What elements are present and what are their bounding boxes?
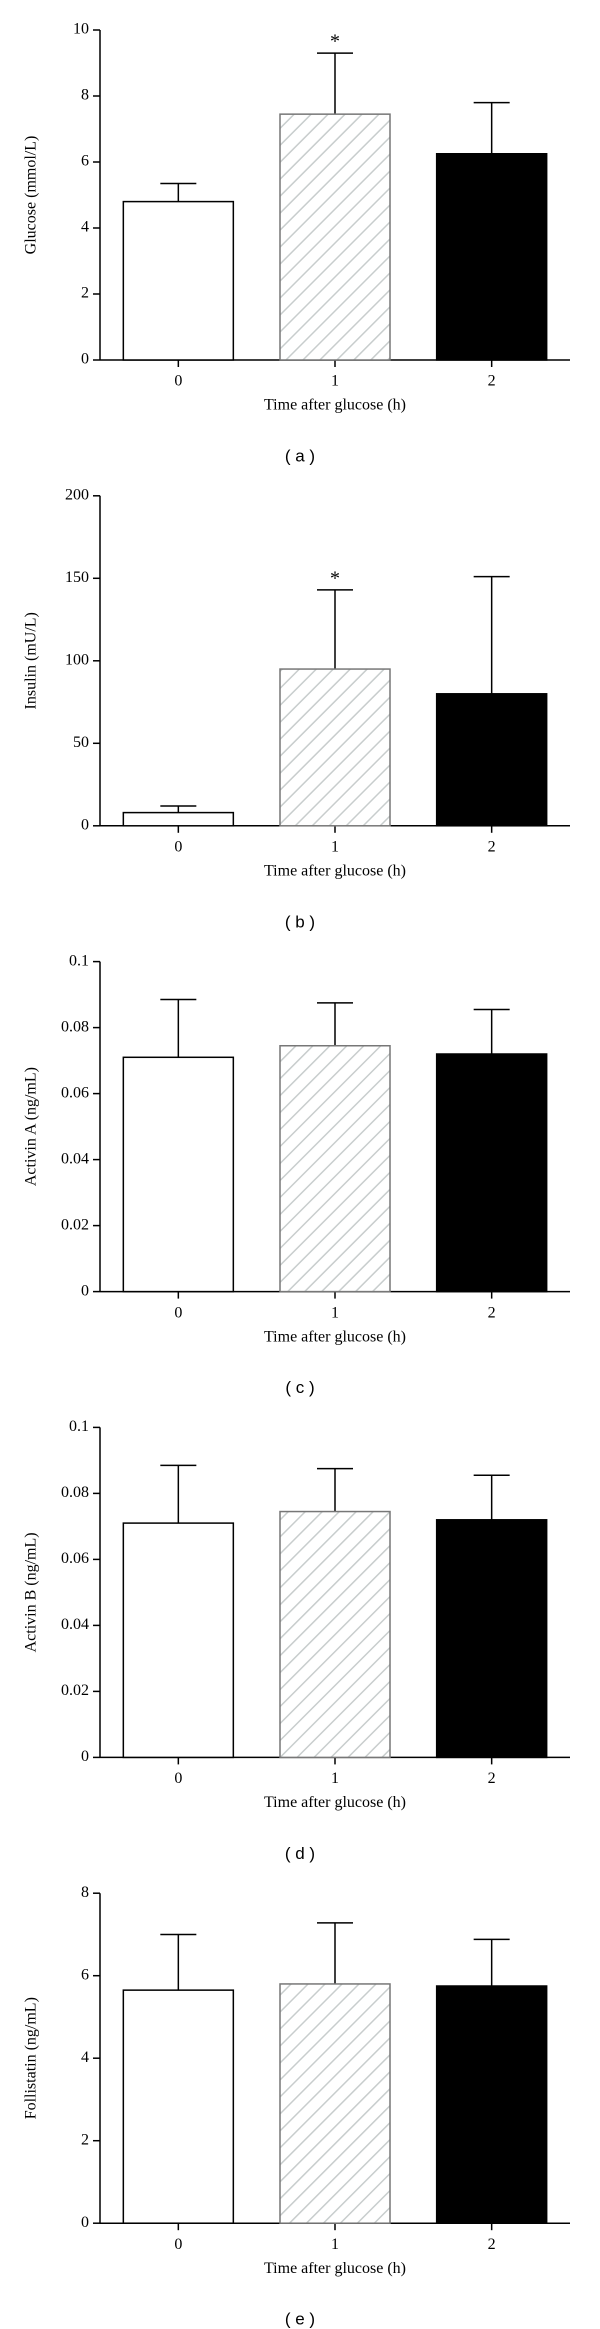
y-tick-label: 10 <box>73 21 89 38</box>
bar <box>122 200 235 361</box>
y-axis-label: Insulin (mU/L) <box>23 612 40 709</box>
bar <box>279 1045 391 1293</box>
x-tick-label: 1 <box>331 373 339 390</box>
y-tick-label: 0.1 <box>69 1418 89 1435</box>
caption: ( b ) <box>285 912 315 931</box>
caption: ( d ) <box>285 1844 315 1863</box>
x-axis-label: Time after glucose (h) <box>264 397 406 414</box>
y-tick-label: 8 <box>81 1884 89 1901</box>
y-tick-label: 0.08 <box>61 1018 89 1035</box>
x-tick-label: 2 <box>488 1770 496 1787</box>
y-tick-label: 0.08 <box>61 1484 89 1501</box>
y-tick-label: 50 <box>73 734 89 751</box>
y-tick-label: 0.1 <box>69 952 89 969</box>
x-tick-label: 2 <box>488 2236 496 2253</box>
y-tick-label: 0.06 <box>61 1084 89 1101</box>
y-tick-label: 6 <box>81 153 89 170</box>
x-axis-label: Time after glucose (h) <box>264 862 406 879</box>
bar <box>279 113 391 361</box>
bar <box>435 1053 548 1293</box>
y-tick-label: 200 <box>65 486 89 503</box>
bar <box>279 1983 391 2224</box>
bar <box>279 668 391 827</box>
x-tick-label: 0 <box>174 838 182 855</box>
y-tick-label: 2 <box>81 2131 89 2148</box>
y-tick-label: 0 <box>81 1282 89 1299</box>
y-axis-label: Activin B (ng/mL) <box>23 1532 40 1652</box>
y-tick-label: 0.04 <box>61 1616 89 1633</box>
bar <box>122 1056 235 1293</box>
y-tick-label: 0 <box>81 816 89 833</box>
caption: ( c ) <box>285 1378 314 1397</box>
y-axis-label: Glucose (mmol/L) <box>23 136 40 255</box>
x-tick-label: 2 <box>488 838 496 855</box>
annotation: * <box>330 567 340 589</box>
bar <box>435 153 548 361</box>
bar <box>435 1519 548 1759</box>
x-tick-label: 2 <box>488 1304 496 1321</box>
y-tick-label: 0.06 <box>61 1550 89 1567</box>
bar <box>122 1989 235 2224</box>
x-tick-label: 0 <box>174 2236 182 2253</box>
y-tick-label: 0.02 <box>61 1682 89 1699</box>
x-tick-label: 1 <box>331 2236 339 2253</box>
bar <box>122 811 235 827</box>
y-axis-label: Activin A (ng/mL) <box>23 1067 40 1186</box>
x-axis-label: Time after glucose (h) <box>264 1794 406 1811</box>
y-tick-label: 6 <box>81 1966 89 1983</box>
bar <box>435 693 548 827</box>
y-tick-label: 0.04 <box>61 1150 89 1167</box>
x-tick-label: 1 <box>331 1304 339 1321</box>
y-tick-label: 100 <box>65 651 89 668</box>
y-tick-label: 4 <box>81 219 89 236</box>
annotation: * <box>330 31 340 53</box>
y-tick-label: 8 <box>81 87 89 104</box>
y-axis-label: Follistatin (ng/mL) <box>23 1997 40 2119</box>
bar <box>435 1985 548 2224</box>
bar <box>122 1522 235 1759</box>
x-tick-label: 1 <box>331 1770 339 1787</box>
caption: ( e ) <box>285 2310 315 2329</box>
y-tick-label: 0.02 <box>61 1216 89 1233</box>
y-tick-label: 2 <box>81 285 89 302</box>
x-tick-label: 0 <box>174 1304 182 1321</box>
x-tick-label: 0 <box>174 373 182 390</box>
x-axis-label: Time after glucose (h) <box>264 2260 406 2277</box>
y-tick-label: 4 <box>81 2049 89 2066</box>
x-axis-label: Time after glucose (h) <box>264 1328 406 1345</box>
y-tick-label: 0 <box>81 351 89 368</box>
y-tick-label: 0 <box>81 2214 89 2231</box>
x-tick-label: 1 <box>331 838 339 855</box>
bar <box>279 1510 391 1759</box>
y-tick-label: 0 <box>81 1748 89 1765</box>
y-tick-label: 150 <box>65 569 89 586</box>
caption: ( a ) <box>285 446 315 465</box>
x-tick-label: 2 <box>488 373 496 390</box>
x-tick-label: 0 <box>174 1770 182 1787</box>
